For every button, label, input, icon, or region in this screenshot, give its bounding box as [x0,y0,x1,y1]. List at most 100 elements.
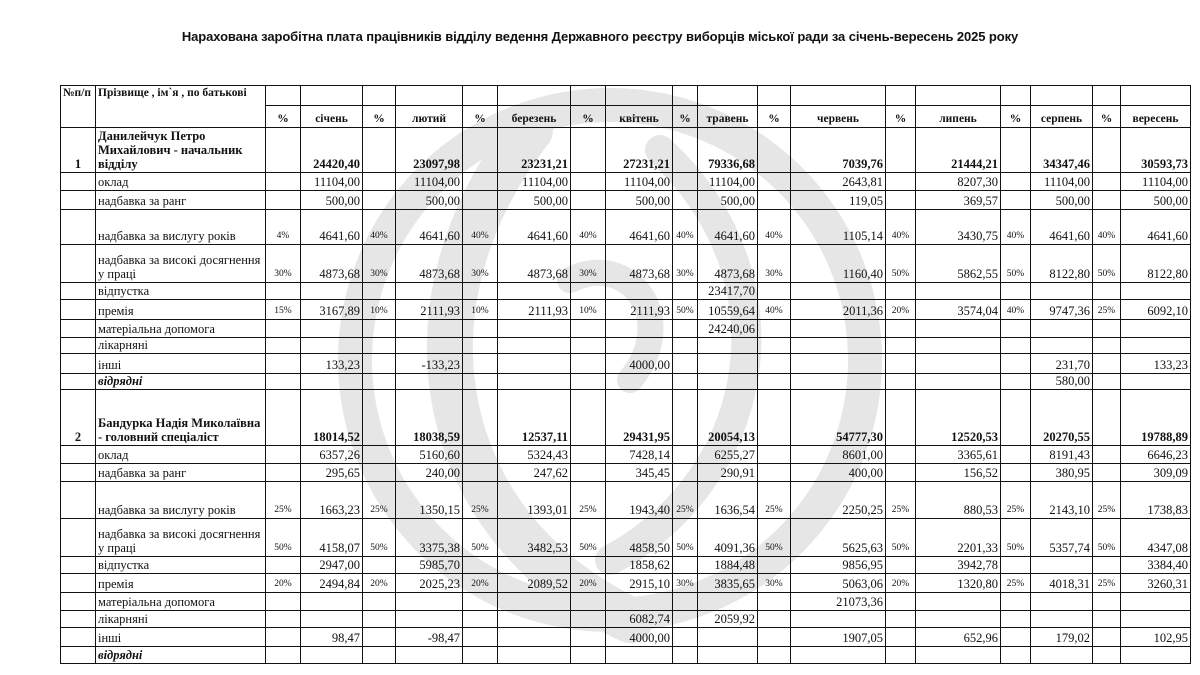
percent-cell [757,337,791,354]
amount-cell: 500,00 [1120,190,1191,210]
percent-cell [885,445,916,464]
percent-cell: 30% [462,244,498,283]
percent-cell [362,127,396,173]
amount-cell: 23417,70 [697,282,758,300]
percent-cell: 50% [885,244,916,283]
percent-cell [757,627,791,647]
percent-cell [265,190,301,210]
percent-cell [1000,389,1031,446]
percent-cell [265,353,301,374]
amount-cell: 500,00 [497,190,571,210]
pay-component-label: премія [95,573,266,593]
percent-cell [672,373,698,390]
percent-cell [757,445,791,464]
amount-cell: 7428,14 [605,445,673,464]
amount-cell [790,353,886,374]
percent-cell: 25% [757,481,791,519]
total-amount: 18014,52 [300,389,363,446]
amount-cell: -133,23 [395,353,463,374]
percent-cell [672,282,698,300]
amount-cell [790,319,886,338]
percent-cell: 25% [570,481,606,519]
percent-cell [265,556,301,574]
percent-cell [1000,127,1031,173]
amount-cell [790,610,886,628]
percent-cell: 30% [757,573,791,593]
percent-cell: 50% [362,518,396,557]
column-header-percent: % [885,105,916,128]
percent-cell [672,127,698,173]
amount-cell: 3365,61 [915,445,1001,464]
percent-cell [570,282,606,300]
amount-cell: 4018,31 [1030,573,1093,593]
pay-component-row: лікарняні [60,337,1191,354]
amount-cell [1030,337,1093,354]
percent-cell [885,646,916,664]
percent-cell: 50% [672,518,698,557]
amount-cell [1120,610,1191,628]
column-header-month: березень [497,105,571,128]
amount-cell: 652,96 [915,627,1001,647]
amount-cell: 2494,84 [300,573,363,593]
percent-cell: 25% [885,481,916,519]
amount-cell [497,353,571,374]
amount-cell: 247,62 [497,463,571,482]
total-amount: 12537,11 [497,389,571,446]
percent-cell [1000,319,1031,338]
pay-component-row: інші 98,47 -98,47 4000,00 1907,05 652,96 179,0… [60,627,1191,647]
row-number-blank [60,627,96,647]
column-header-percent: % [757,105,791,128]
percent-cell [570,337,606,354]
percent-cell [757,172,791,191]
percent-cell [1000,463,1031,482]
percent-cell [570,610,606,628]
row-number-blank [60,592,96,611]
header-blank-cell [570,85,606,106]
percent-cell [1092,127,1121,173]
percent-cell [672,190,698,210]
amount-cell [697,646,758,664]
amount-cell [300,646,363,664]
percent-cell [672,389,698,446]
row-number-blank [60,518,96,557]
row-number-blank [60,299,96,320]
header-blank-cell [605,85,673,106]
percent-cell [885,389,916,446]
header-blank-cell [697,85,758,106]
amount-cell: 133,23 [300,353,363,374]
amount-cell: 500,00 [395,190,463,210]
percent-cell: 25% [672,481,698,519]
amount-cell [497,646,571,664]
amount-cell [697,592,758,611]
amount-cell [1030,556,1093,574]
amount-cell: 240,00 [395,463,463,482]
amount-cell: 4873,68 [697,244,758,283]
pay-component-row: оклад 11104,00 11104,00 11104,00 11104,00 111… [60,172,1191,191]
percent-cell: 40% [462,209,498,245]
header-blank-cell [1092,85,1121,106]
percent-cell: 25% [1000,573,1031,593]
pay-component-row: надбавка за ранг 500,00 500,00 500,00 500,00… [60,190,1191,210]
amount-cell: 2643,81 [790,172,886,191]
pay-component-row: лікарняні 6082,74 2059,92 [60,610,1191,628]
employee-name: Бандурка Надія Миколаївна - головний спе… [95,389,266,446]
percent-cell [362,610,396,628]
total-amount: 21444,21 [915,127,1001,173]
total-amount: 30593,73 [1120,127,1191,173]
column-header-percent: % [1000,105,1031,128]
total-amount: 34347,46 [1030,127,1093,173]
amount-cell: 2201,33 [915,518,1001,557]
amount-cell: 4091,36 [697,518,758,557]
pay-component-row: матеріальна допомога 24240,06 [60,319,1191,338]
row-number-blank [60,282,96,300]
amount-cell: 11104,00 [300,172,363,191]
percent-cell: 25% [462,481,498,519]
row-number-blank [60,353,96,374]
amount-cell: 4873,68 [605,244,673,283]
percent-cell [885,610,916,628]
percent-cell [462,319,498,338]
amount-cell [497,556,571,574]
pay-component-row: премія 15% 3167,89 10% 2111,93 10% 2111,93 10% 2… [60,299,1191,320]
amount-cell: 2915,10 [605,573,673,593]
row-number-blank [60,445,96,464]
